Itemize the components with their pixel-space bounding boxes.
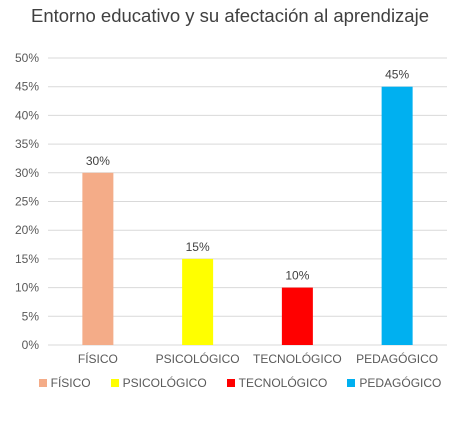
data-label: 30%	[86, 154, 110, 168]
legend-label-pedagogico: PEDAGÓGICO	[359, 376, 442, 390]
y-tick-label: 25%	[15, 195, 39, 209]
y-tick-label: 10%	[15, 281, 39, 295]
y-tick-label: 20%	[15, 223, 39, 237]
y-tick-label: 0%	[22, 338, 40, 352]
legend-item-tecnologico: TECNOLÓGICO	[226, 376, 328, 390]
y-tick-label: 35%	[15, 137, 39, 151]
legend-swatch-psicologico	[110, 379, 119, 387]
legend-item-fisico: FÍSICO	[38, 376, 91, 390]
legend-swatch-tecnologico	[226, 379, 235, 387]
y-tick-label: 40%	[15, 108, 39, 122]
x-category-label: PSICOLÓGICO	[156, 351, 240, 366]
legend-label-tecnologico: TECNOLÓGICO	[238, 376, 328, 390]
legend-swatch-pedagogico	[347, 379, 356, 387]
legend-label-fisico: FÍSICO	[50, 376, 91, 390]
legend-item-psicologico: PSICOLÓGICO	[110, 376, 207, 390]
bar	[281, 287, 313, 345]
data-label: 15%	[186, 240, 210, 254]
data-label: 10%	[285, 269, 309, 283]
chart-title: Entorno educativo y su afectación al apr…	[30, 5, 429, 26]
legend-label-psicologico: PSICOLÓGICO	[122, 376, 207, 390]
bar	[182, 258, 214, 345]
legend-item-pedagogico: PEDAGÓGICO	[347, 376, 441, 390]
y-tick-label: 45%	[15, 80, 39, 94]
x-category-label: FÍSICO	[78, 351, 118, 366]
x-category-label: PEDAGÓGICO	[356, 351, 438, 366]
bar	[381, 86, 413, 345]
bar	[82, 172, 114, 345]
y-tick-label: 5%	[22, 309, 40, 323]
legend-swatch-fisico	[38, 379, 47, 387]
chart-legend: FÍSICO PSICOLÓGICO TECNOLÓGICO PEDAGÓGIC…	[38, 374, 441, 392]
x-category-label: TECNOLÓGICO	[253, 351, 342, 366]
y-tick-label: 50%	[15, 51, 39, 65]
y-tick-label: 15%	[15, 252, 39, 266]
data-label: 45%	[385, 68, 409, 82]
y-tick-label: 30%	[15, 166, 39, 180]
